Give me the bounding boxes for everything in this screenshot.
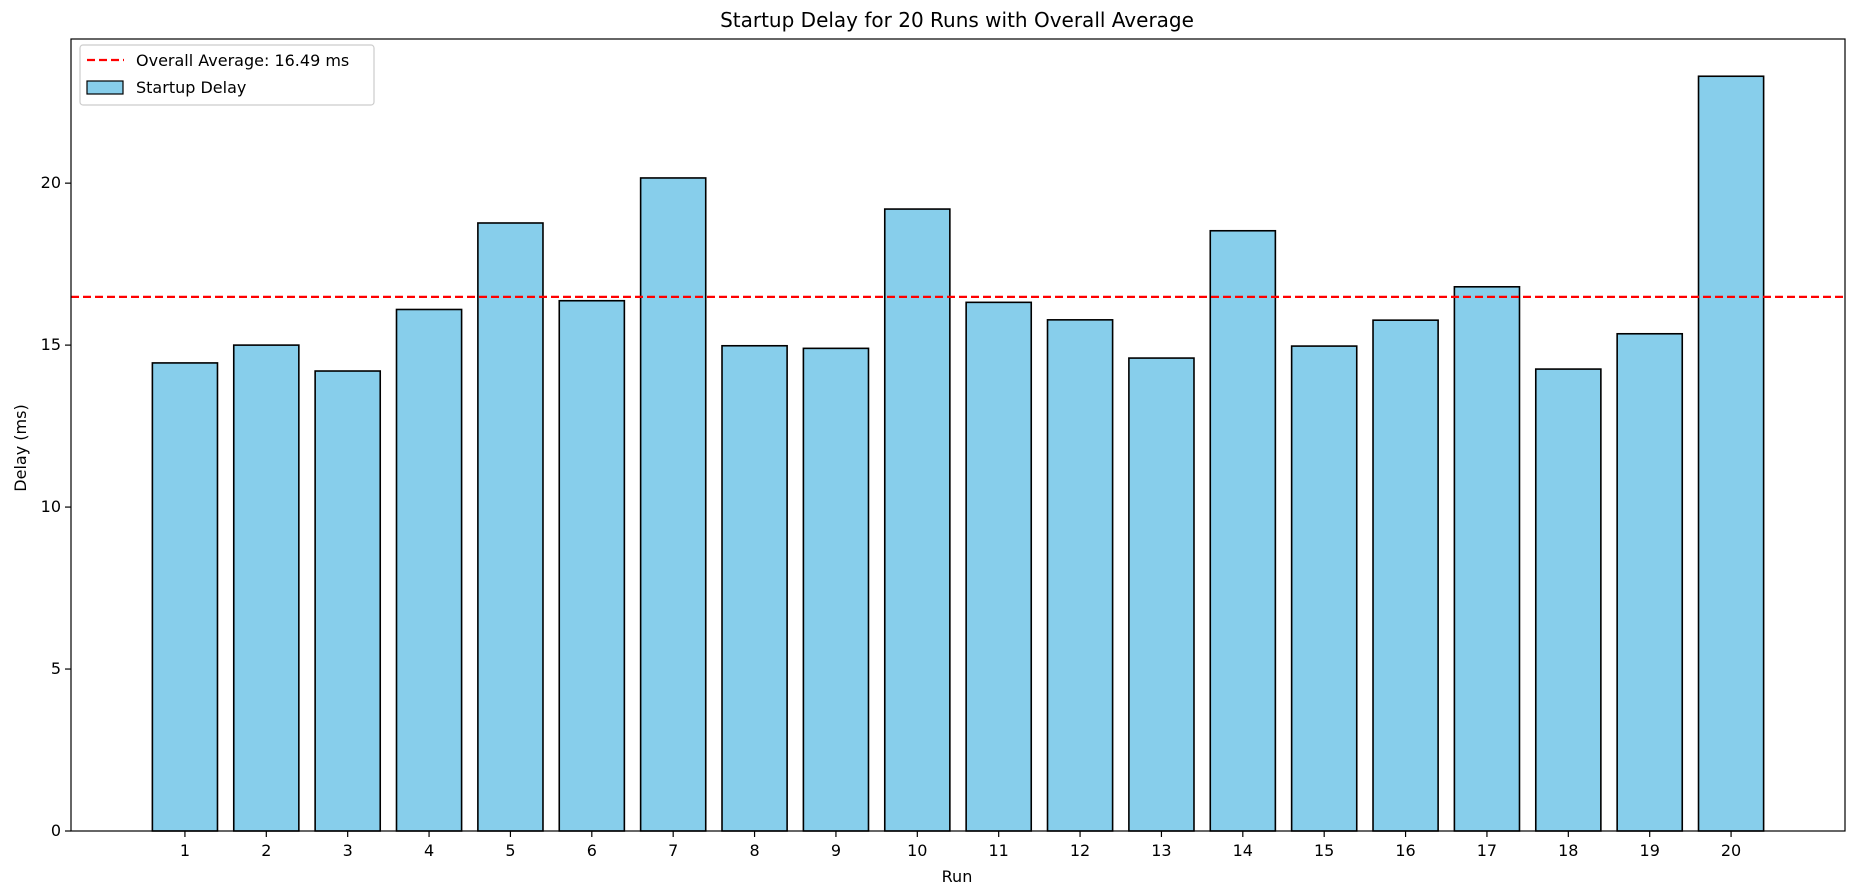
x-tick-label: 10 <box>907 841 927 860</box>
x-tick-label: 19 <box>1640 841 1660 860</box>
bar <box>314 370 382 832</box>
bar <box>1534 368 1602 832</box>
bar <box>1453 285 1521 832</box>
y-tick-label: 10 <box>41 497 61 516</box>
x-tick-label: 15 <box>1314 841 1334 860</box>
bar <box>1290 345 1358 832</box>
bar <box>639 177 707 832</box>
bar <box>1209 229 1277 832</box>
y-tick-label: 0 <box>51 821 61 840</box>
y-tick-label: 5 <box>51 659 61 678</box>
y-axis-label: Delay (ms) <box>11 404 30 491</box>
bar <box>1128 357 1195 832</box>
bar <box>477 222 544 832</box>
axes-frame <box>70 38 1846 832</box>
x-tick-label: 1 <box>180 841 190 860</box>
legend: Overall Average: 16.49 ms Startup Delay <box>79 44 375 106</box>
bar <box>1372 319 1439 832</box>
x-tick-label: 11 <box>989 841 1009 860</box>
x-tick-label: 9 <box>831 841 841 860</box>
bar <box>721 344 788 832</box>
bar <box>965 301 1033 832</box>
x-tick-label: 4 <box>424 841 434 860</box>
legend-bar-label: Startup Delay <box>136 78 246 97</box>
bar <box>1046 319 1114 832</box>
x-tick-label: 2 <box>261 841 271 860</box>
bar <box>395 308 463 832</box>
bar <box>232 344 300 832</box>
legend-bar-swatch <box>86 80 124 95</box>
x-tick-label: 18 <box>1558 841 1578 860</box>
x-axis-label: Run <box>942 867 973 886</box>
x-tick-label: 6 <box>587 841 597 860</box>
x-tick-label: 17 <box>1477 841 1497 860</box>
x-tick-label: 3 <box>343 841 353 860</box>
bar <box>1616 332 1684 832</box>
x-tick-label: 16 <box>1395 841 1415 860</box>
x-tick-label: 20 <box>1721 841 1741 860</box>
bar <box>151 362 219 832</box>
x-tick-label: 8 <box>749 841 759 860</box>
legend-average-label: Overall Average: 16.49 ms <box>136 51 349 70</box>
chart-title: Startup Delay for 20 Runs with Overall A… <box>720 8 1194 32</box>
x-tick-label: 5 <box>505 841 515 860</box>
y-tick-label: 20 <box>41 173 61 192</box>
x-tick-label: 7 <box>668 841 678 860</box>
x-tick-label: 14 <box>1233 841 1253 860</box>
x-tick-label: 13 <box>1151 841 1171 860</box>
legend-box <box>79 44 375 106</box>
bar <box>1697 75 1765 832</box>
x-tick-label: 12 <box>1070 841 1090 860</box>
bar <box>802 347 870 832</box>
bar <box>883 208 951 832</box>
y-tick-label: 15 <box>41 335 61 354</box>
bar <box>558 299 626 832</box>
